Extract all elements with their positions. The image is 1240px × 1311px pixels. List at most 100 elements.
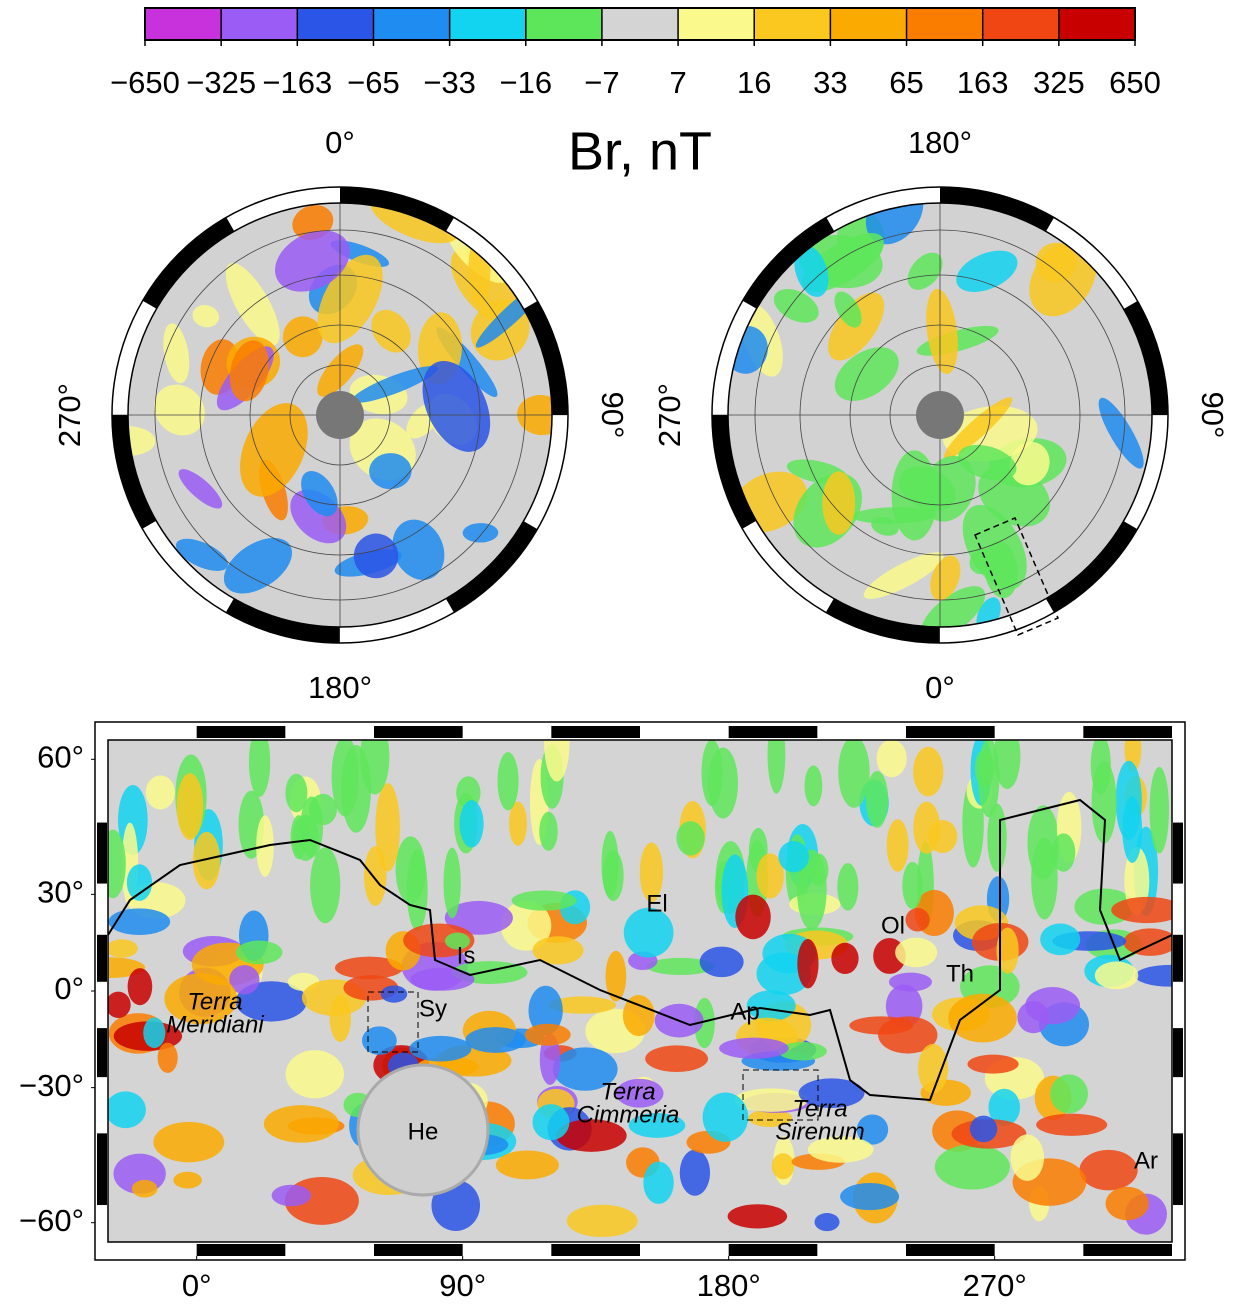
anomaly [496,1151,559,1180]
anomaly [935,1144,1010,1189]
anomaly [849,1016,913,1034]
place-label: Sirenum [775,1118,864,1145]
anomaly [840,1183,899,1210]
anomaly [362,1026,397,1054]
anomaly [567,1205,638,1237]
colorbar-tick-label: −650 [110,65,180,100]
anomaly [173,1172,202,1189]
anomaly [913,747,943,796]
anomaly [525,1024,571,1046]
anomaly [643,1162,673,1204]
anomaly [1095,962,1139,990]
anomaly [728,1204,788,1228]
anomaly [831,943,858,974]
colorbar-title: Br, nT [568,121,712,181]
anomaly [701,739,722,806]
anomaly [1122,796,1142,863]
anomaly [1040,924,1080,956]
frame-segment [729,1244,818,1256]
anomaly [409,1036,471,1062]
anomaly [1079,1150,1137,1190]
frame-segment [374,726,463,738]
colorbar-swatch [907,8,983,40]
anomaly [1025,987,1080,1024]
anomaly [105,1091,146,1128]
frame-segment [551,726,640,738]
anomaly [396,836,426,903]
colorbar-tick-label: −163 [262,65,332,100]
frame-segment [97,935,107,982]
colorbar-swatch [373,8,449,40]
anomaly [1123,928,1177,955]
colorbar-swatch [221,8,297,40]
anomaly [381,985,407,1002]
anomaly [815,1213,840,1231]
pole-cap [916,391,964,439]
anomaly [153,1122,224,1162]
anomaly [645,1045,708,1072]
anomaly [1150,767,1169,854]
anomaly [108,908,170,935]
place-label: Th [946,960,974,987]
anomaly [837,863,858,910]
colorbar-swatch [297,8,373,40]
pole-label: 90° [1195,392,1230,439]
place-label: Meridiani [166,1011,264,1038]
frame-segment [1083,1244,1172,1256]
frame-segment [906,1244,995,1256]
x-tick-label: 180° [697,1268,761,1303]
place-label: He [408,1118,439,1145]
pole-label: 270° [652,383,687,447]
pole-label: 180° [908,125,972,160]
x-tick-label: 0° [182,1268,212,1303]
anomaly [143,1018,165,1049]
colorbar-tick-label: 16 [737,65,771,100]
anomaly [1106,1187,1149,1221]
anomaly [970,1116,997,1143]
anomaly [539,812,557,851]
frame-segment [906,726,995,738]
anomaly [512,891,577,911]
anomaly [1135,965,1205,987]
anomaly [249,728,270,797]
anomaly [703,1092,749,1141]
y-tick-label: −30° [19,1068,84,1103]
anomaly [797,939,818,988]
y-tick-label: 30° [37,875,84,910]
anomaly [978,738,999,818]
colorbar-tick-label: −7 [584,65,619,100]
colorbar-swatch [602,8,678,40]
frame-segment [551,1244,640,1256]
anomaly [106,939,138,957]
place-label: El [646,890,667,917]
frame-segment [97,1133,107,1205]
frame-segment [729,726,818,738]
anomaly [680,1150,710,1196]
anomaly [411,968,475,991]
anomaly [459,800,483,847]
frame-segment [1173,1133,1183,1205]
frame-segment [197,1244,286,1256]
map-area [74,704,1205,1242]
y-tick-label: 60° [37,740,84,775]
pole-label: 270° [52,383,87,447]
anomaly [309,794,337,825]
anomaly [877,740,907,778]
colorbar-tick-label: −16 [499,65,552,100]
colorbar-swatch [145,8,221,40]
anomaly [132,1180,158,1198]
x-tick-label: 90° [439,1268,486,1303]
place-label: Ar [1134,1147,1158,1174]
y-tick-label: −60° [19,1203,84,1238]
colorbar-swatch [754,8,830,40]
anomaly [286,1050,344,1098]
colorbar-tick-label: −65 [347,65,400,100]
anomaly [310,847,340,923]
anomaly [889,973,932,992]
anomaly [948,994,1016,1043]
y-tick-label: 0° [54,971,84,1006]
anomaly [236,941,283,965]
colorbar-tick-label: −325 [186,65,256,100]
pole-label: 0° [325,125,355,160]
colorbar-swatch [983,8,1059,40]
